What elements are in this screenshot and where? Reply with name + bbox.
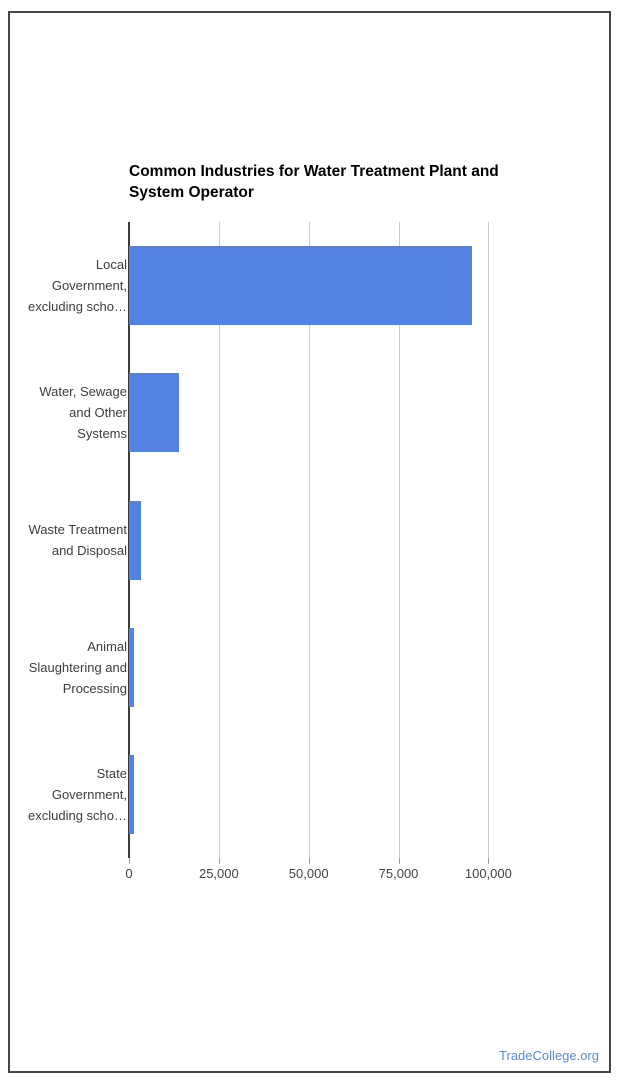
bar	[129, 500, 141, 580]
category-label-line: Local	[95, 257, 127, 273]
x-tick-label: 100,000	[464, 866, 512, 881]
category-label-line: State	[96, 765, 127, 781]
category-label-line: and Disposal	[51, 542, 127, 558]
bar	[129, 754, 135, 834]
category-label: Waste Treatment and Disposal	[20, 476, 128, 603]
gridline	[488, 222, 490, 858]
bar	[129, 246, 473, 326]
chart-frame: Common Industries for Water Treatment Pl…	[8, 11, 611, 1073]
x-tick-label: 25,000	[198, 866, 239, 881]
category-label-line: Government,	[51, 786, 127, 802]
x-tick-label: 0	[125, 866, 133, 881]
bar	[129, 373, 179, 453]
x-tick-label: 50,000	[288, 866, 329, 881]
x-tick-label: 75,000	[378, 866, 419, 881]
category-label-line: Animal	[87, 638, 127, 654]
gridline	[218, 222, 220, 858]
tick-mark	[398, 858, 400, 864]
chart-title-line: System Operator	[129, 184, 254, 201]
category-label: Water, Sewage and Other Systems	[20, 349, 127, 476]
gridline	[308, 222, 310, 858]
category-label: Local Government, excluding scho…	[20, 222, 127, 349]
category-label-line: Government,	[51, 278, 127, 294]
chart-title-line: Common Industries for Water Treatment Pl…	[129, 163, 499, 180]
tick-mark	[129, 858, 130, 864]
category-label-line: Slaughtering and	[28, 659, 127, 675]
category-label-line: Processing	[62, 680, 127, 696]
category-label: State Government, excluding scho…	[20, 731, 127, 858]
category-label-line: Waste Treatment	[28, 521, 128, 537]
category-label: Animal Slaughtering and Processing	[20, 604, 127, 731]
category-label-line: Water, Sewage	[39, 384, 127, 400]
x-axis-tick-labels: 0 25,000 50,000 75,000 100,000	[125, 866, 589, 886]
tick-mark	[218, 858, 220, 864]
category-label-line: excluding scho…	[28, 299, 127, 315]
tick-mark	[308, 858, 310, 864]
category-label-line: Systems	[77, 426, 127, 442]
tick-mark	[488, 858, 490, 864]
gridline	[398, 222, 400, 858]
footer-link[interactable]: TradeCollege.org	[499, 1048, 599, 1063]
category-label-line: and Other	[69, 405, 127, 421]
category-labels: Local Government, excluding scho… Water, Se…	[20, 222, 127, 858]
chart-title: Common Industries for Water Treatment Pl…	[129, 161, 499, 203]
bar	[129, 627, 135, 707]
plot-area	[128, 222, 589, 864]
category-label-line: excluding scho…	[28, 807, 127, 823]
